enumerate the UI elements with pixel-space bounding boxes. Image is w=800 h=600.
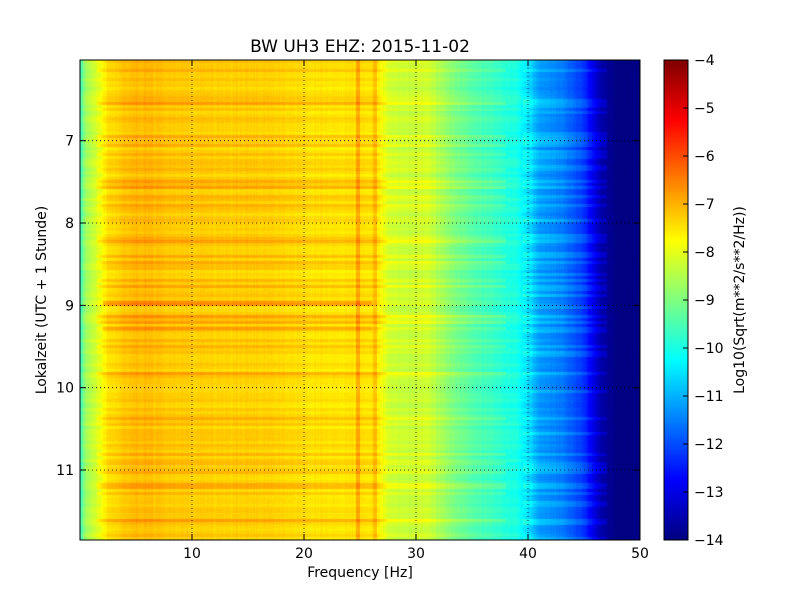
colorbar-tick-label: −10 bbox=[694, 341, 724, 357]
x-tick-label: 30 bbox=[407, 546, 425, 562]
y-axis-label: Lokalzeit (UTC + 1 Stunde) bbox=[34, 206, 50, 395]
colorbar-ticks: −4 −5 −6 −7 −8 −9 −10 −11 −12 −13 −14 bbox=[683, 53, 724, 549]
colorbar-tick-label: −13 bbox=[694, 485, 724, 501]
x-axis-ticks: 10 20 30 40 50 bbox=[183, 60, 649, 562]
colorbar-label: Log10(Sqrt(m**2/s**2/Hz)) bbox=[732, 206, 748, 394]
x-tick-label: 50 bbox=[631, 546, 649, 562]
colorbar-tick-label: −4 bbox=[694, 53, 715, 69]
colorbar-tick-label: −9 bbox=[694, 293, 715, 309]
chart-title: BW UH3 EHZ: 2015-11-02 bbox=[250, 37, 470, 57]
x-tick-label: 10 bbox=[183, 546, 201, 562]
colorbar-tick-label: −14 bbox=[694, 533, 724, 549]
y-tick-label: 10 bbox=[56, 381, 74, 397]
grid-lines bbox=[80, 60, 640, 540]
x-axis-label: Frequency [Hz] bbox=[307, 565, 413, 581]
colorbar-tick-label: −11 bbox=[694, 389, 724, 405]
colorbar-tick-label: −12 bbox=[694, 437, 724, 453]
y-tick-label: 8 bbox=[65, 216, 74, 232]
x-tick-label: 40 bbox=[519, 546, 537, 562]
colorbar: −4 −5 −6 −7 −8 −9 −10 −11 −12 −13 −14 Log10(Sqrt(m… bbox=[663, 53, 748, 549]
y-axis-ticks: 7 8 9 10 11 bbox=[56, 134, 640, 479]
spectrogram-heatmap bbox=[80, 60, 640, 540]
colorbar-tick-label: −5 bbox=[694, 101, 715, 117]
y-tick-label: 11 bbox=[56, 463, 74, 479]
y-tick-label: 7 bbox=[65, 134, 74, 150]
heatmap-container bbox=[80, 60, 640, 540]
colorbar-tick-label: −8 bbox=[694, 245, 715, 261]
colorbar-tick-label: −6 bbox=[694, 149, 715, 165]
y-tick-label: 9 bbox=[65, 298, 74, 314]
plot-frame bbox=[79, 59, 641, 541]
colorbar-tick-label: −7 bbox=[694, 197, 715, 213]
x-tick-label: 20 bbox=[295, 546, 313, 562]
plot-area: 10 20 30 40 50 7 8 9 10 11 bbox=[56, 59, 649, 562]
